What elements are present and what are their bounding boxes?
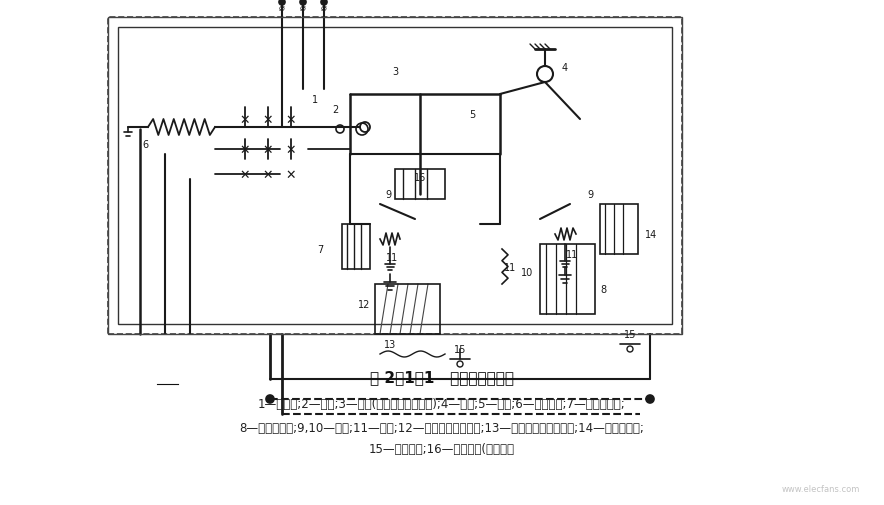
Bar <box>375 284 440 334</box>
Text: ✕: ✕ <box>240 168 250 181</box>
Text: 2: 2 <box>332 105 338 115</box>
Text: 7: 7 <box>316 244 324 255</box>
Bar <box>395 170 445 199</box>
Text: 图 2－1－1   低压断路器原理: 图 2－1－1 低压断路器原理 <box>370 370 514 385</box>
Bar <box>600 205 638 255</box>
Text: 1: 1 <box>312 95 318 105</box>
Circle shape <box>266 395 274 403</box>
Circle shape <box>279 0 285 6</box>
Text: 14: 14 <box>645 230 657 239</box>
Text: 8—欠压脱扣器;9,10—衔铁;11—弹簧;12—热脱扣器双金属片;13—热脱扣器加热电阻丝;14—分励脱扣器;: 8—欠压脱扣器;9,10—衔铁;11—弹簧;12—热脱扣器双金属片;13—热脱扣… <box>240 421 644 434</box>
Text: ✕: ✕ <box>240 113 250 126</box>
Text: 5: 5 <box>469 110 475 120</box>
Bar <box>118 28 672 324</box>
Text: ⌀: ⌀ <box>279 3 285 13</box>
Text: 8: 8 <box>600 284 606 294</box>
Text: ⌀: ⌀ <box>321 3 327 13</box>
Bar <box>540 244 595 315</box>
Text: 11: 11 <box>566 249 578 260</box>
Bar <box>108 18 682 334</box>
Text: www.elecfans.com: www.elecfans.com <box>781 484 860 493</box>
Text: 9: 9 <box>385 189 391 199</box>
Text: 11: 11 <box>386 252 398 263</box>
Text: 6: 6 <box>142 140 148 149</box>
Circle shape <box>646 395 654 403</box>
Text: 9: 9 <box>587 189 593 199</box>
Text: ✕: ✕ <box>286 168 296 181</box>
Text: ✕: ✕ <box>240 143 250 156</box>
Text: ✕: ✕ <box>286 113 296 126</box>
Circle shape <box>300 0 306 6</box>
Text: 16: 16 <box>414 173 426 183</box>
Text: 3: 3 <box>392 67 398 77</box>
Text: 13: 13 <box>384 339 396 349</box>
Circle shape <box>321 0 327 6</box>
Text: ⌀: ⌀ <box>300 3 306 13</box>
Text: ✕: ✕ <box>286 143 296 156</box>
Text: 12: 12 <box>358 299 370 310</box>
Text: 15: 15 <box>624 329 636 339</box>
Bar <box>108 18 682 334</box>
Text: ✕: ✕ <box>263 113 273 126</box>
Text: 10: 10 <box>521 268 533 277</box>
Text: 15—释放按钮;16—后电磁铁(电动器）: 15—释放按钮;16—后电磁铁(电动器） <box>369 442 515 456</box>
Bar <box>342 225 370 270</box>
Text: ✕: ✕ <box>263 168 273 181</box>
Text: 4: 4 <box>562 63 568 73</box>
Text: 1—主触头;2—锁键;3—搭钩(表示自由脱扣机构);4—转轴;5—杠杆;6—复位弹簧;7—过流脱扣器;: 1—主触头;2—锁键;3—搭钩(表示自由脱扣机构);4—转轴;5—杠杆;6—复位… <box>258 398 626 411</box>
Text: 15: 15 <box>453 344 466 355</box>
Text: ✕: ✕ <box>263 143 273 156</box>
Text: 11: 11 <box>504 263 516 273</box>
